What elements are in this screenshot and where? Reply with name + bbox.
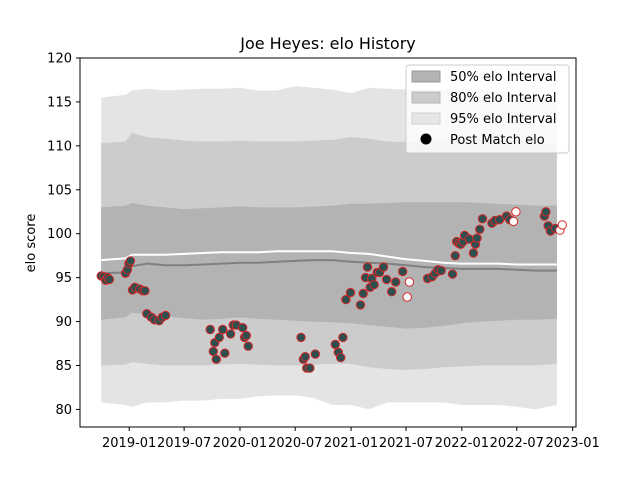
post-match-elo-point	[211, 354, 222, 364]
post-match-elo-point	[450, 251, 460, 261]
post-match-elo-point	[391, 277, 401, 287]
post-match-elo-point	[104, 274, 115, 285]
post-match-elo-point	[160, 310, 171, 321]
legend-swatch	[411, 91, 441, 104]
y-tick-label: 90	[55, 315, 72, 330]
post-match-elo-point	[398, 266, 408, 277]
post-match-elo-point	[225, 329, 236, 339]
post-match-elo-point	[436, 265, 446, 276]
post-match-elo-point	[358, 288, 368, 299]
post-match-elo-point	[378, 262, 389, 272]
post-match-elo-point	[381, 274, 392, 285]
post-match-elo-point	[475, 224, 485, 235]
x-tick-label: 2019-07	[157, 436, 211, 451]
chart-title: Joe Heyes: elo History	[239, 34, 416, 53]
post-match-elo-point-open	[404, 277, 415, 287]
mean-line	[101, 250, 557, 266]
post-match-elo-point	[472, 233, 482, 243]
post-match-elo-point	[218, 324, 228, 335]
post-match-elo-point	[341, 294, 351, 305]
y-tick-label: 105	[47, 183, 72, 198]
post-match-elo-point	[369, 280, 379, 290]
band-50-interval	[101, 202, 557, 329]
median-line	[101, 259, 557, 275]
post-match-elo-point	[305, 363, 315, 373]
y-tick-label: 115	[47, 95, 72, 110]
legend-label: 95% elo Interval	[450, 112, 557, 127]
post-match-elo-point-open	[557, 220, 567, 230]
y-tick-label: 95	[55, 271, 72, 286]
x-tick-label: 2019-01	[102, 436, 156, 451]
y-tick-label: 120	[47, 52, 72, 67]
x-tick-label: 2022-01	[435, 436, 489, 451]
post-match-elo-point	[214, 332, 225, 343]
x-tick-label: 2020-01	[213, 436, 267, 451]
legend-swatch	[411, 112, 441, 125]
post-match-elo-point-open	[508, 216, 519, 227]
post-match-elo-point	[241, 330, 252, 341]
x-tick-label: 2020-07	[268, 436, 322, 451]
y-tick-label: 85	[55, 359, 72, 374]
y-tick-label: 100	[47, 227, 72, 242]
x-tick-label: 2021-07	[379, 436, 433, 451]
post-match-elo-point	[296, 332, 306, 343]
post-match-elo-point	[310, 349, 320, 359]
post-match-elo-point	[238, 323, 248, 333]
post-match-elo-point	[477, 214, 488, 224]
post-match-elo-point	[220, 348, 230, 358]
post-match-elo-point	[125, 256, 136, 266]
y-tick-label: 110	[47, 139, 72, 154]
x-tick-label: 2022-07	[490, 436, 544, 451]
post-match-elo-point	[208, 346, 219, 357]
post-match-elo-point	[205, 324, 215, 335]
post-match-elo-point-open	[511, 207, 521, 217]
post-match-elo-point	[362, 262, 373, 272]
post-match-elo-point	[330, 339, 340, 350]
post-match-elo-point	[355, 300, 366, 310]
y-tick-label: 80	[55, 403, 72, 418]
y-axis-label: elo score	[24, 214, 39, 273]
legend-label: 50% elo Interval	[450, 70, 557, 85]
axes-frame	[79, 57, 577, 428]
post-match-elo-point	[541, 207, 551, 217]
x-tick-label: 2023-01	[545, 436, 599, 451]
post-match-elo-point	[300, 352, 310, 362]
post-match-elo-point	[345, 287, 356, 298]
post-match-elo-point	[140, 286, 150, 296]
post-match-elo-point	[447, 269, 458, 279]
post-match-elo-point	[243, 341, 253, 351]
legend-label: Post Match elo	[450, 133, 545, 148]
legend-label: 80% elo Interval	[450, 91, 557, 106]
plot-area	[96, 86, 567, 410]
post-match-elo-point-open	[402, 292, 412, 302]
post-match-elo-point	[338, 332, 348, 343]
legend-marker	[420, 133, 432, 145]
legend-box	[405, 64, 570, 154]
legend-swatch	[411, 70, 441, 83]
post-match-elo-point	[468, 248, 479, 258]
post-match-elo-point	[387, 287, 397, 297]
legend: 50% elo Interval 80% elo Interval 95% elo …	[405, 64, 570, 154]
post-match-elo-point	[336, 352, 346, 363]
x-tick-label: 2021-01	[324, 436, 378, 451]
